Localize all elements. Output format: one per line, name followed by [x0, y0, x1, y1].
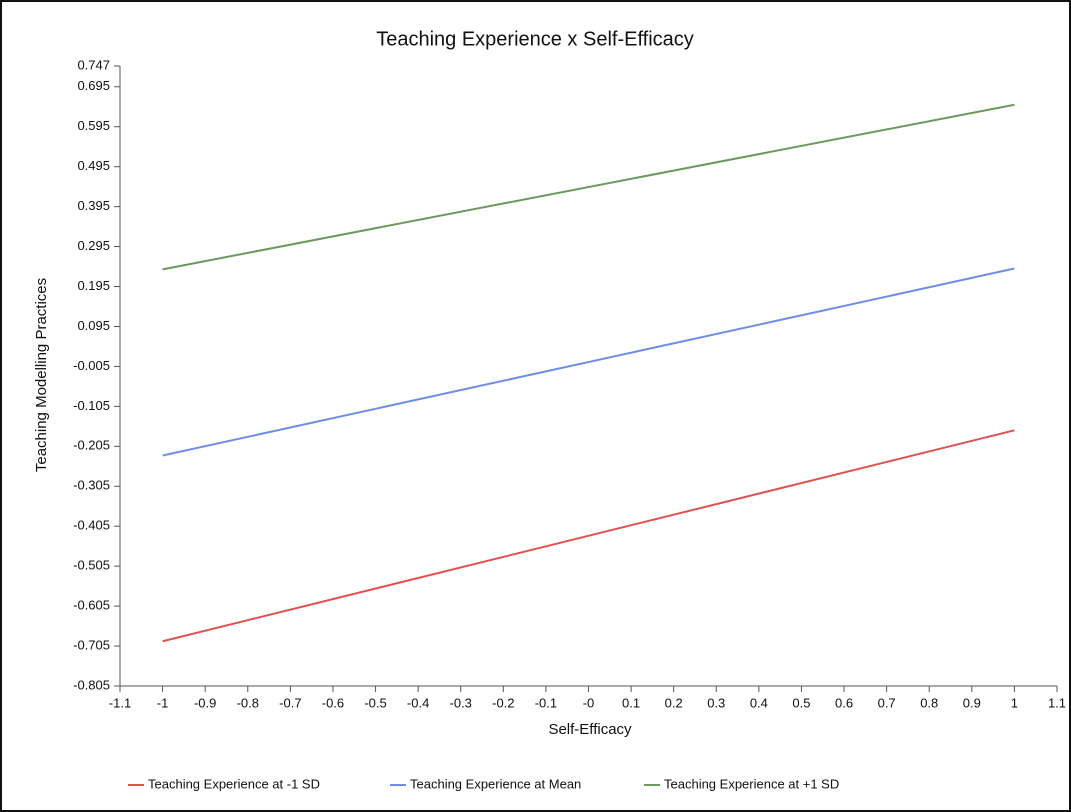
x-axis-label: Self-Efficacy [548, 721, 632, 738]
x-tick-label: -0.2 [492, 695, 514, 710]
y-tick-label: -0.205 [73, 438, 110, 453]
x-tick-label: -0.8 [237, 695, 259, 710]
x-tick-label: 0.1 [622, 695, 640, 710]
x-tick-label: 0.7 [878, 695, 896, 710]
y-axis-label: Teaching Modelling Practices [33, 278, 50, 472]
y-tick-label: -0.705 [73, 637, 110, 652]
x-tick-label: 0.2 [665, 695, 683, 710]
y-tick-label: -0.405 [73, 518, 110, 533]
x-tick-label: 0.4 [750, 695, 768, 710]
y-tick-label: 0.695 [77, 78, 110, 93]
y-tick-label: -0.805 [73, 677, 110, 692]
legend-label: Teaching Experience at -1 SD [148, 776, 320, 791]
x-tick-label: -0.4 [407, 695, 429, 710]
x-tick-label: 0.6 [835, 695, 853, 710]
y-tick-label: 0.295 [77, 238, 110, 253]
x-tick-label: -0.6 [322, 695, 344, 710]
y-tick-label: 0.747 [77, 57, 110, 72]
x-tick-label: 1.1 [1048, 695, 1066, 710]
series-line [162, 429, 1015, 643]
x-tick-label: 0.5 [792, 695, 810, 710]
x-tick-label: 1 [1011, 695, 1018, 710]
x-tick-label: 0.8 [920, 695, 938, 710]
y-tick-label: 0.495 [77, 158, 110, 173]
y-tick-label: 0.095 [77, 318, 110, 333]
x-tick-label: -0.5 [364, 695, 386, 710]
x-tick-label: -1 [157, 695, 169, 710]
y-tick-label: -0.305 [73, 478, 110, 493]
x-tick-label: 0.3 [707, 695, 725, 710]
y-tick-label: -0.005 [73, 358, 110, 373]
y-tick-label: 0.395 [77, 198, 110, 213]
x-tick-label: -0 [583, 695, 595, 710]
y-tick-label: 0.195 [77, 278, 110, 293]
x-tick-label: -1.1 [109, 695, 131, 710]
chart-title: Teaching Experience x Self-Efficacy [376, 28, 694, 50]
y-tick-label: -0.605 [73, 598, 110, 613]
legend-label: Teaching Experience at +1 SD [664, 776, 839, 791]
legend-label: Teaching Experience at Mean [410, 776, 581, 791]
x-tick-label: -0.1 [535, 695, 557, 710]
x-tick-label: -0.3 [450, 695, 472, 710]
y-tick-label: -0.505 [73, 558, 110, 573]
series-line [162, 103, 1015, 271]
x-tick-label: -0.7 [279, 695, 301, 710]
x-tick-label: 0.9 [963, 695, 981, 710]
series-line [162, 267, 1015, 457]
y-tick-label: 0.595 [77, 118, 110, 133]
x-tick-label: -0.9 [194, 695, 216, 710]
y-tick-label: -0.105 [73, 398, 110, 413]
